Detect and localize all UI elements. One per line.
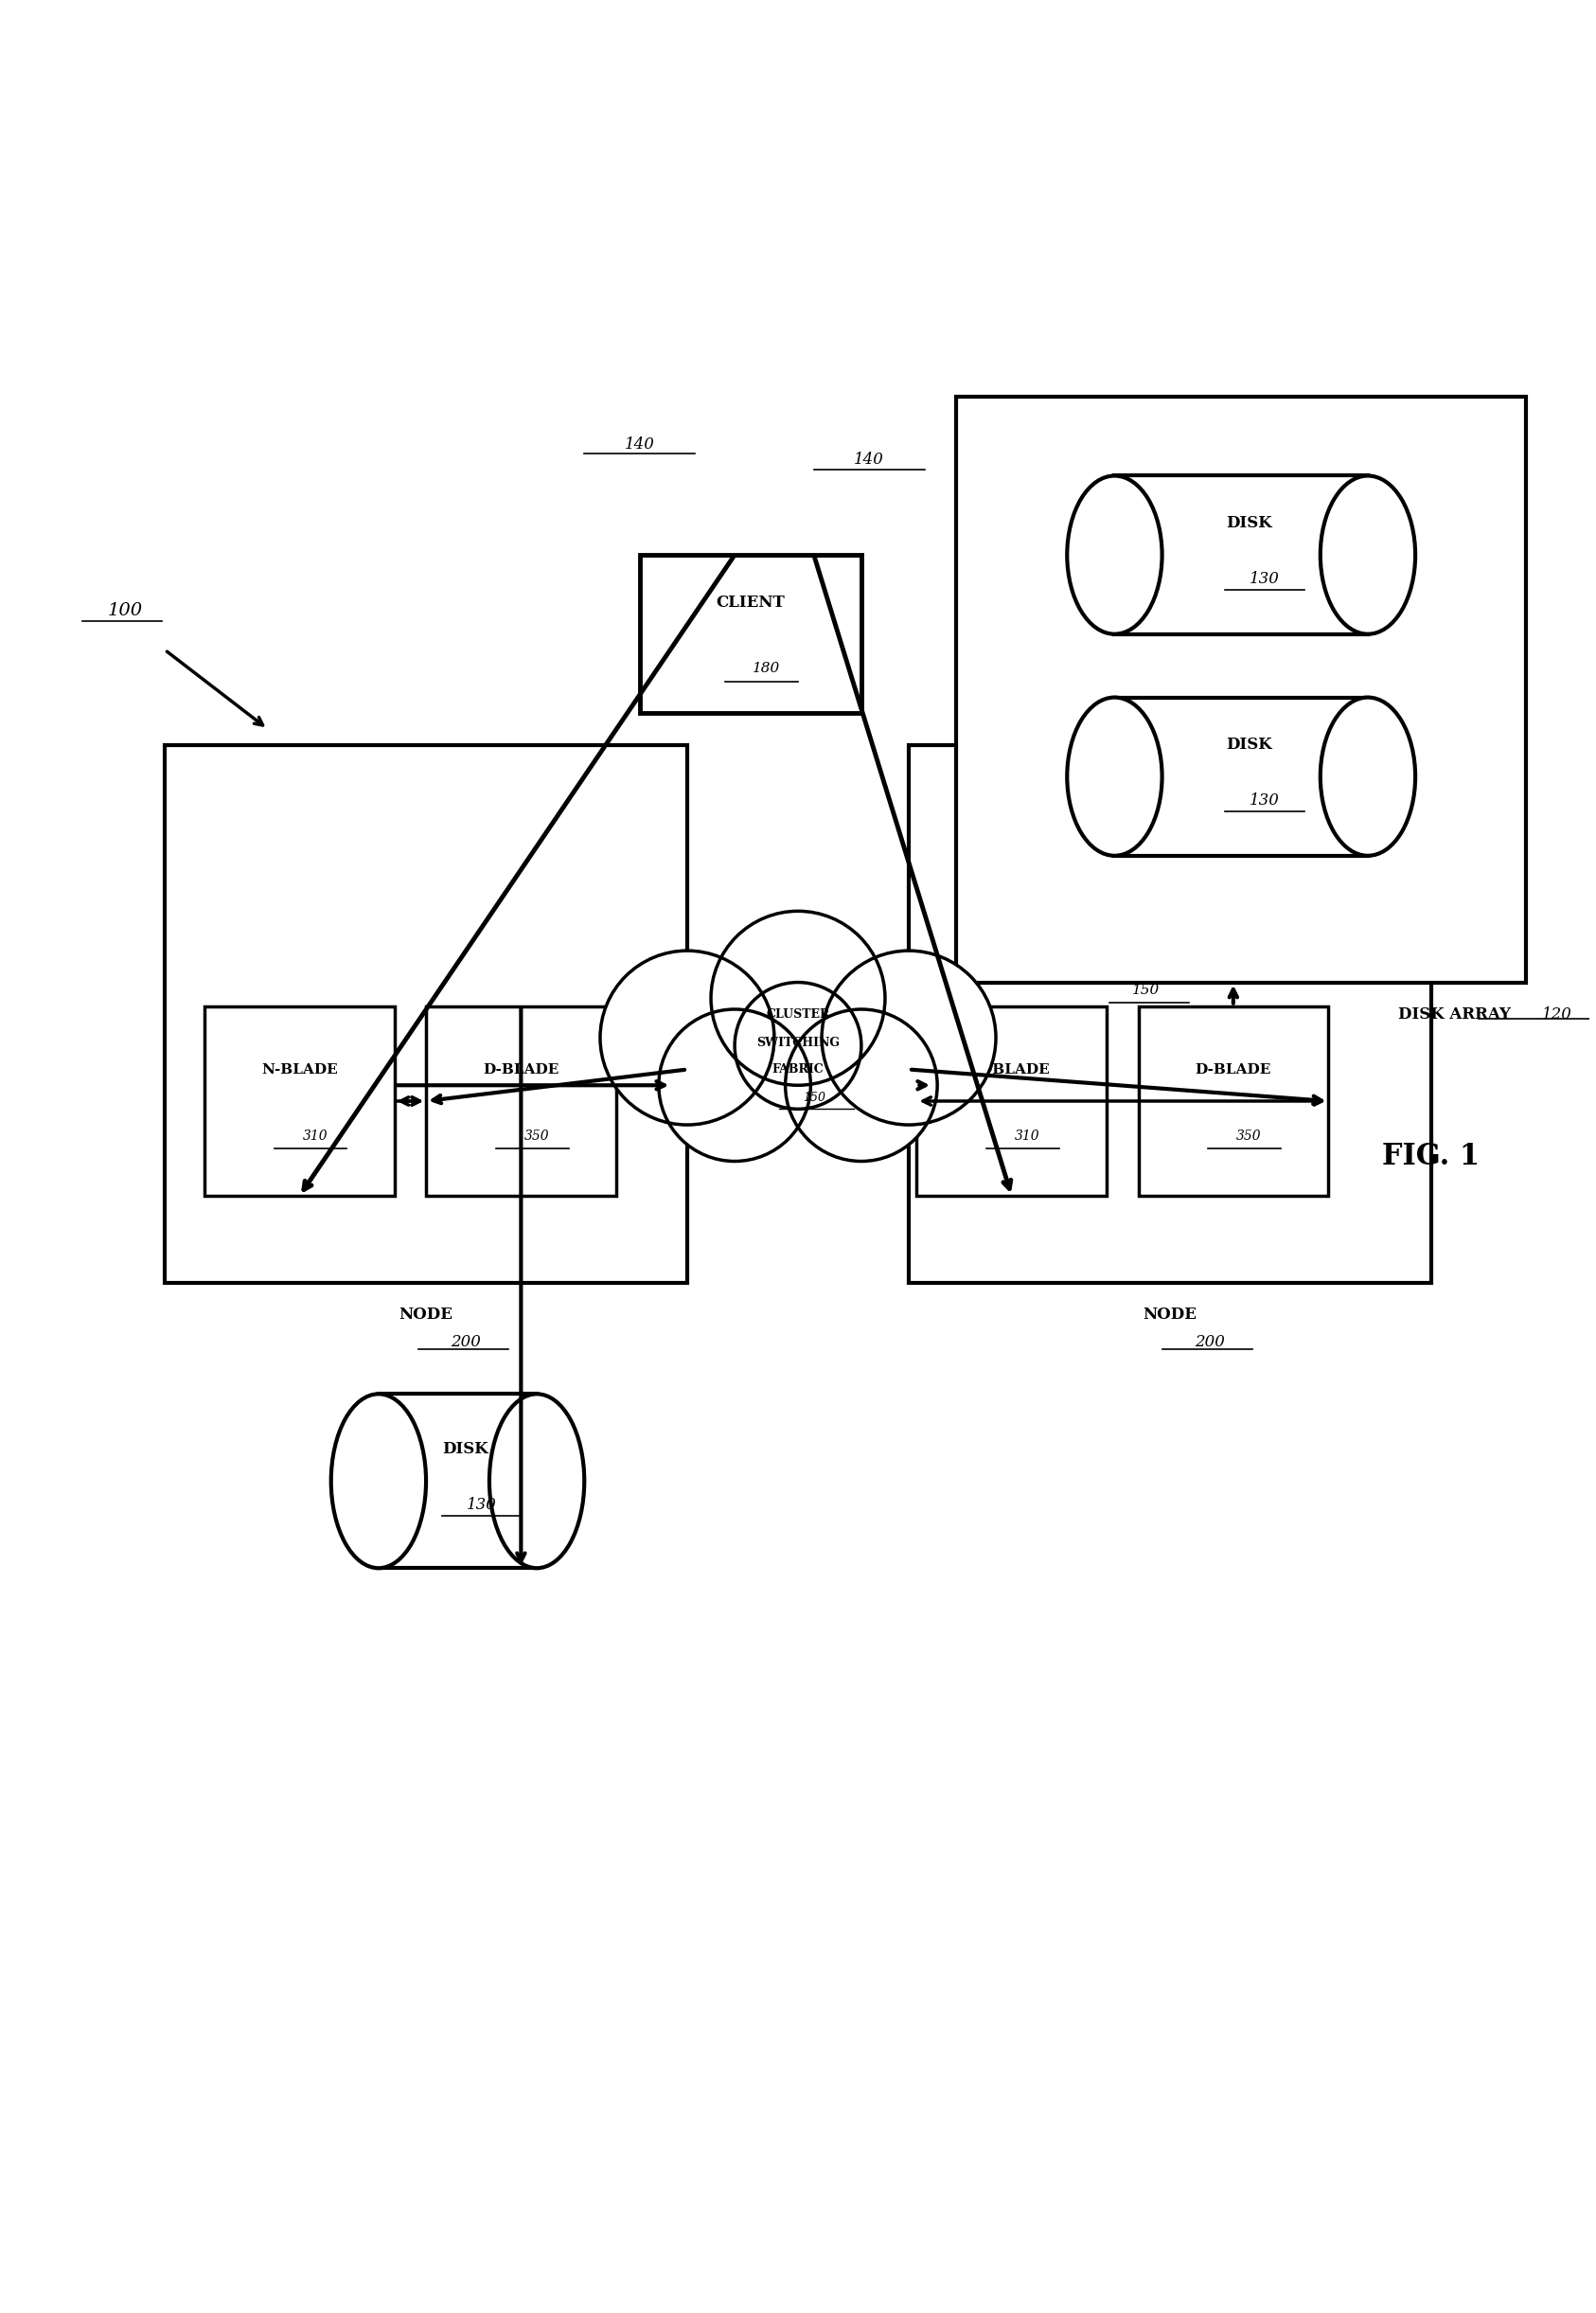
Text: 350: 350 bbox=[1237, 1129, 1262, 1143]
Circle shape bbox=[600, 951, 774, 1124]
Text: 200: 200 bbox=[1194, 1335, 1224, 1351]
Text: NODE: NODE bbox=[1143, 1307, 1197, 1323]
Text: 310: 310 bbox=[1015, 1129, 1041, 1143]
Ellipse shape bbox=[1320, 476, 1416, 634]
Bar bbox=[956, 396, 1526, 983]
Text: N-BLADE: N-BLADE bbox=[974, 1062, 1050, 1076]
Text: NODE: NODE bbox=[399, 1307, 453, 1323]
Text: DISK: DISK bbox=[442, 1441, 488, 1457]
Circle shape bbox=[734, 983, 862, 1108]
Text: D-BLADE: D-BLADE bbox=[1195, 1062, 1272, 1076]
Bar bbox=[204, 1006, 394, 1196]
Text: 130: 130 bbox=[1250, 793, 1280, 807]
Circle shape bbox=[659, 1008, 811, 1161]
Text: 100: 100 bbox=[107, 601, 144, 620]
Text: 140: 140 bbox=[624, 437, 654, 451]
Text: N-BLADE: N-BLADE bbox=[262, 1062, 338, 1076]
Text: DISK ARRAY: DISK ARRAY bbox=[1398, 1006, 1510, 1022]
Text: SWITCHING: SWITCHING bbox=[757, 1036, 839, 1048]
Bar bbox=[426, 1006, 616, 1196]
Bar bbox=[1138, 1006, 1328, 1196]
Text: DISK: DISK bbox=[1226, 738, 1272, 754]
Text: DISK: DISK bbox=[1226, 516, 1272, 532]
Text: 120: 120 bbox=[1542, 1006, 1572, 1022]
Ellipse shape bbox=[1320, 699, 1416, 856]
Text: 150: 150 bbox=[803, 1092, 825, 1103]
Text: 150: 150 bbox=[1133, 983, 1160, 997]
Bar bbox=[164, 745, 688, 1284]
Text: CLUSTER: CLUSTER bbox=[766, 1008, 830, 1020]
Bar bbox=[908, 745, 1432, 1284]
Circle shape bbox=[710, 911, 886, 1085]
Ellipse shape bbox=[1068, 699, 1162, 856]
Circle shape bbox=[822, 951, 996, 1124]
Text: 130: 130 bbox=[466, 1497, 496, 1513]
Text: FABRIC: FABRIC bbox=[772, 1064, 824, 1076]
Circle shape bbox=[785, 1008, 937, 1161]
Text: 350: 350 bbox=[523, 1129, 549, 1143]
Text: D-BLADE: D-BLADE bbox=[484, 1062, 559, 1076]
Text: 140: 140 bbox=[854, 451, 884, 467]
Ellipse shape bbox=[330, 1395, 426, 1568]
Text: CLIENT: CLIENT bbox=[717, 594, 785, 611]
Text: 130: 130 bbox=[1250, 571, 1280, 588]
Bar bbox=[916, 1006, 1106, 1196]
Bar bbox=[378, 1395, 536, 1568]
Bar bbox=[640, 555, 862, 712]
Text: 200: 200 bbox=[450, 1335, 480, 1351]
Ellipse shape bbox=[490, 1395, 584, 1568]
Text: FIG. 1: FIG. 1 bbox=[1382, 1143, 1479, 1170]
Ellipse shape bbox=[1068, 476, 1162, 634]
Text: 180: 180 bbox=[752, 662, 780, 675]
Text: 310: 310 bbox=[303, 1129, 327, 1143]
Bar bbox=[1114, 476, 1368, 634]
Bar bbox=[1114, 699, 1368, 856]
